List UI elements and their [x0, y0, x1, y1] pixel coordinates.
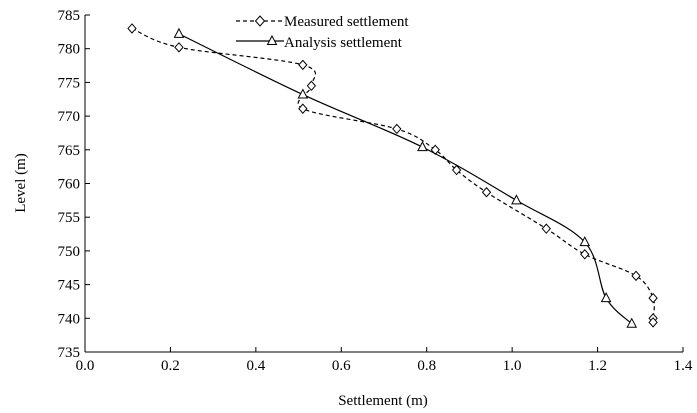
data-point-triangle	[579, 236, 591, 247]
data-point-diamond	[451, 164, 462, 176]
y-tick-label: 775	[58, 75, 81, 91]
data-point-diamond	[298, 59, 308, 71]
y-tick-label: 735	[58, 345, 81, 361]
legend: Measured settlement Analysis settlement	[236, 14, 409, 51]
data-point-diamond	[648, 317, 658, 328]
data-point-triangle	[173, 27, 185, 38]
series-line	[178, 33, 633, 325]
data-point-diamond	[648, 292, 658, 304]
data-point-diamond	[306, 80, 317, 92]
y-tick-label: 770	[58, 109, 81, 125]
legend-measured-diamond-icon	[254, 15, 266, 27]
data-point-diamond	[298, 103, 308, 114]
x-tick-label: 0.0	[76, 358, 95, 374]
x-tick-label: 0.8	[417, 358, 436, 374]
data-point-triangle	[417, 141, 428, 152]
data-point-diamond	[174, 42, 184, 53]
data-point-triangle	[626, 317, 638, 328]
y-tick-label: 740	[58, 311, 81, 327]
data-point-triangle	[297, 88, 309, 99]
y-tick-label: 760	[58, 177, 81, 193]
data-point-diamond	[541, 223, 551, 234]
x-axis-title: Settlement (m)	[338, 393, 428, 409]
legend-analysis-triangle-icon	[266, 34, 278, 45]
y-tick-label: 780	[58, 42, 81, 58]
x-tick-label: 1.4	[674, 358, 693, 374]
data-point-diamond	[580, 249, 590, 260]
data-point-diamond	[631, 270, 641, 282]
data-point-diamond	[481, 187, 492, 198]
x-tick-label: 0.2	[161, 358, 180, 374]
data-point-triangle	[511, 194, 522, 205]
y-tick-label: 755	[58, 210, 81, 226]
x-tick-label: 1.2	[588, 358, 607, 374]
x-tick-label: 1.0	[503, 358, 522, 374]
legend-measured-label: Measured settlement	[284, 14, 409, 30]
legend-analysis-label: Analysis settlement	[284, 35, 403, 51]
data-point-diamond	[127, 23, 137, 34]
series-measured	[127, 23, 658, 328]
data-point-diamond	[392, 123, 402, 135]
series-layer	[127, 23, 658, 328]
y-tick-label: 745	[58, 278, 81, 294]
axes: 0.0 0.2 0.4 0.6 0.8 1.0 1.2 1.4 735 740 745 750 755 7…	[58, 8, 693, 374]
data-point-triangle	[600, 292, 612, 303]
series-line	[131, 27, 655, 323]
x-tick-label: 0.4	[246, 358, 265, 374]
x-tick-label: 0.6	[332, 358, 351, 374]
y-tick-label: 785	[58, 8, 81, 24]
y-tick-label: 750	[58, 244, 81, 260]
y-tick-label: 765	[58, 143, 81, 159]
series-analysis	[173, 27, 638, 328]
y-axis-title: Level (m)	[13, 153, 29, 213]
data-point-diamond	[430, 144, 440, 156]
